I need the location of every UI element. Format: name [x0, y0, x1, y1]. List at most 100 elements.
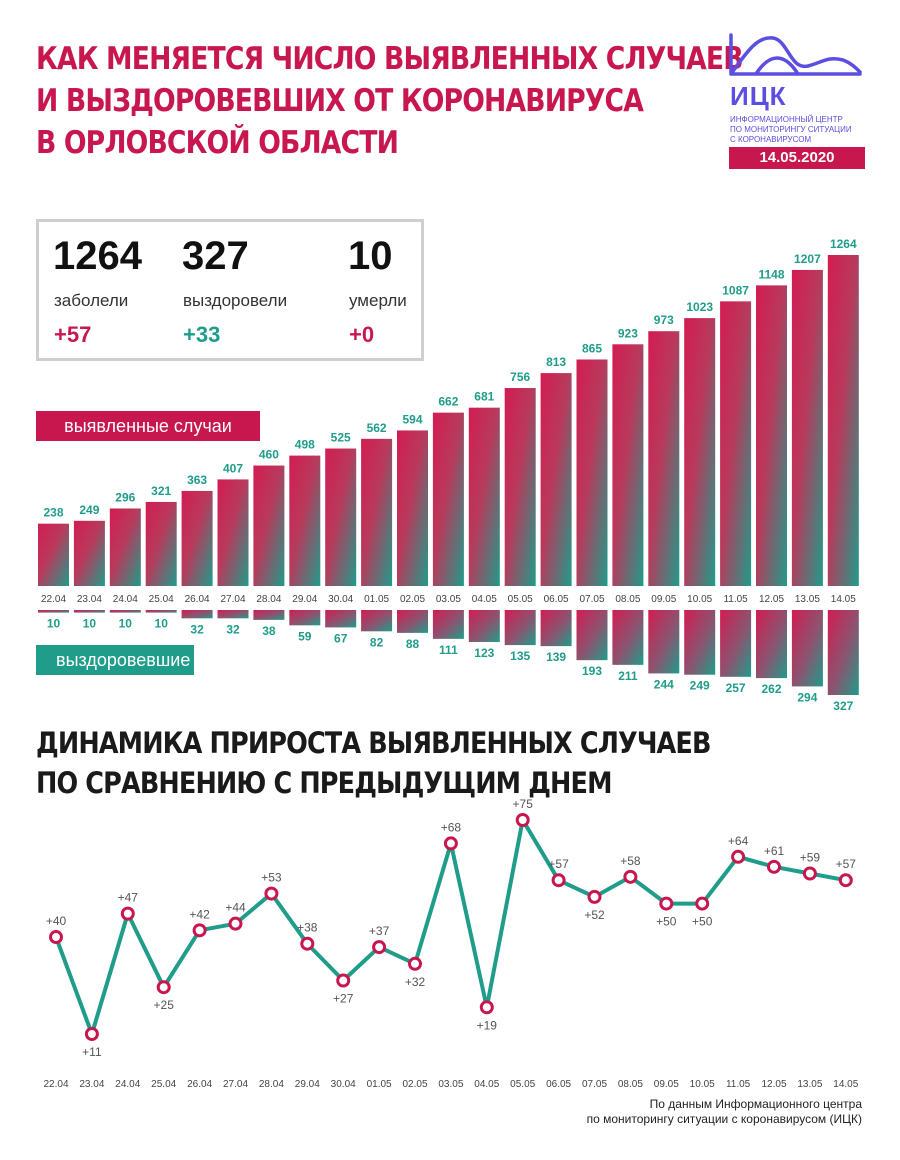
recovered-value-label: 10 — [83, 617, 97, 631]
cases-bar — [648, 331, 680, 586]
recovered-value-label: 82 — [370, 635, 384, 649]
cases-bar — [612, 344, 644, 586]
bar-date-label: 09.05 — [651, 594, 676, 605]
recovered-bar — [648, 610, 680, 674]
cases-bar — [432, 412, 464, 586]
recovered-bar — [576, 610, 608, 661]
recovered-bar — [109, 610, 141, 613]
cases-value-label: 594 — [402, 412, 422, 426]
increase-value-label: +68 — [441, 820, 462, 834]
recovered-value-label: 67 — [334, 631, 348, 645]
recovered-bar — [504, 610, 536, 646]
recovered-value-label: 327 — [833, 699, 853, 713]
line-date-label: 27.04 — [223, 1079, 248, 1090]
line-date-label: 12.05 — [761, 1079, 786, 1090]
line-date-label: 03.05 — [438, 1079, 463, 1090]
increase-value-label: +75 — [513, 797, 534, 811]
recovered-bar — [432, 610, 464, 639]
cases-bar — [289, 455, 321, 586]
logo-description: ИНФОРМАЦИОННЫЙ ЦЕНТР ПО МОНИТОРИНГУ СИТУ… — [730, 115, 880, 145]
recovered-bar — [612, 610, 644, 665]
cases-bar — [791, 269, 823, 586]
bar-date-label: 11.05 — [723, 594, 748, 605]
recovered-value-label: 139 — [546, 650, 566, 664]
stat-cases-value: 1264 — [53, 234, 142, 278]
recovered-bar — [684, 610, 716, 675]
recovered-bar — [397, 610, 428, 633]
cases-value-label: 813 — [546, 355, 566, 369]
increase-point — [443, 836, 458, 851]
increase-value-label: +57 — [548, 857, 569, 871]
recovered-value-label: 32 — [190, 622, 204, 636]
increase-value-label: +38 — [297, 921, 318, 935]
bar-date-label: 27.04 — [220, 594, 245, 605]
recovered-value-label: 135 — [510, 649, 530, 663]
increase-point — [408, 956, 422, 971]
cases-value-label: 662 — [438, 395, 458, 409]
recovered-value-label: 59 — [298, 629, 312, 643]
cases-bar — [720, 301, 752, 586]
increase-value-label: +42 — [189, 907, 210, 921]
bar-date-label: 13.05 — [795, 594, 820, 605]
bar-date-label: 28.04 — [256, 594, 281, 605]
line-date-label: 02.05 — [402, 1079, 427, 1090]
bar-date-label: 22.04 — [41, 594, 66, 605]
bar-date-label: 06.05 — [544, 594, 569, 605]
recovered-bar — [720, 610, 752, 677]
bar-date-label: 10.05 — [687, 594, 712, 605]
recovered-bar — [145, 610, 177, 613]
increase-line — [54, 818, 847, 1036]
cases-bar — [468, 407, 500, 586]
legend-recovered: выздоровевшие — [36, 645, 194, 675]
increase-point — [228, 916, 243, 931]
cases-value-label: 460 — [259, 448, 279, 462]
cases-bar — [756, 285, 787, 586]
increase-point — [156, 980, 171, 995]
recovered-value-label: 38 — [262, 624, 276, 638]
cases-value-label: 865 — [582, 341, 602, 355]
line-date-label: 06.05 — [546, 1079, 571, 1090]
source-line-2: по мониторингу ситуации с коронавирусом … — [586, 1112, 862, 1126]
line-date-label: 10.05 — [690, 1079, 715, 1090]
logo-desc-line-3: С КОРОНАВИРУСОМ — [730, 135, 812, 144]
title-line-2: И ВЫЗДОРОВЕВШИХ ОТ КОРОНАВИРУСА — [36, 83, 644, 119]
recovered-bar — [468, 610, 500, 642]
bar-date-label: 26.04 — [185, 594, 210, 605]
line-date-label: 08.05 — [618, 1079, 643, 1090]
source-note: По данным Информационного центра по мони… — [587, 1097, 862, 1127]
bar-chart: 238 22.04 10 249 23.04 10 296 24.04 10 321 25.04 10… — [38, 237, 859, 713]
stat-cases-delta: +57 — [54, 322, 92, 347]
increase-point — [192, 923, 207, 938]
line-date-label: 24.04 — [115, 1079, 140, 1090]
recovered-value-label: 88 — [406, 637, 420, 651]
chart-subtitle: ДИНАМИКА ПРИРОСТА ВЫЯВЛЕННЫХ СЛУЧАЕВ ПО … — [36, 723, 711, 803]
recovered-value-label: 32 — [226, 622, 240, 636]
cases-value-label: 363 — [187, 473, 207, 487]
line-date-label: 07.05 — [582, 1079, 607, 1090]
cases-value-label: 407 — [223, 461, 243, 475]
line-date-label: 26.04 — [187, 1079, 212, 1090]
bar-date-label: 25.04 — [149, 594, 174, 605]
line-date-label: 30.04 — [331, 1079, 356, 1090]
recovered-value-label: 211 — [618, 669, 638, 683]
increase-point — [120, 906, 135, 921]
cases-bar — [827, 255, 859, 586]
increase-value-label: +27 — [333, 992, 354, 1006]
cases-bar — [73, 520, 105, 586]
date-badge: 14.05.2020 — [729, 147, 865, 169]
increase-value-label: +44 — [225, 901, 246, 915]
line-date-label: 05.05 — [510, 1079, 535, 1090]
increase-point — [623, 869, 638, 884]
subtitle-line-2: ПО СРАВНЕНИЮ С ПРЕДЫДУЩИМ ДНЕМ — [36, 766, 612, 800]
source-line-1: По данным Информационного центра — [649, 1097, 862, 1111]
recovered-value-label: 10 — [155, 617, 169, 631]
line-date-label: 28.04 — [259, 1079, 284, 1090]
cases-value-label: 1148 — [758, 267, 784, 281]
cases-value-label: 525 — [331, 431, 351, 445]
cases-value-label: 973 — [654, 313, 674, 327]
bar-date-label: 08.05 — [615, 594, 640, 605]
recovered-bar — [827, 610, 859, 695]
increase-point — [731, 849, 746, 864]
line-date-label: 23.04 — [79, 1079, 104, 1090]
